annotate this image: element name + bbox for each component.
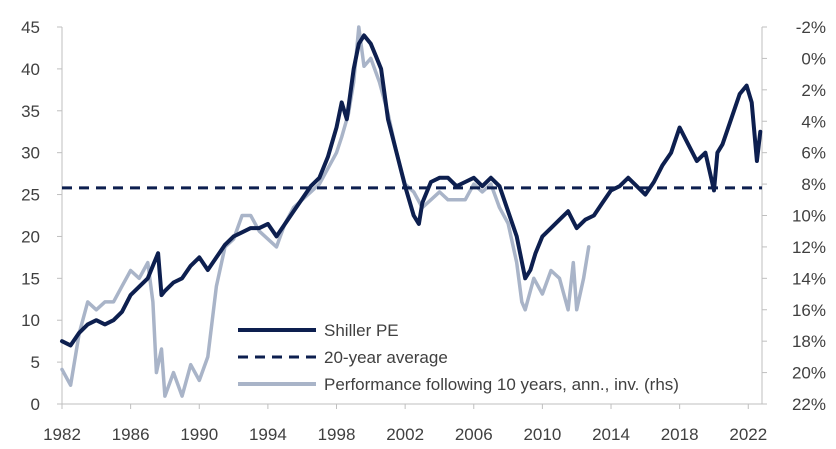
x-tick-label: 2014 [592,425,630,444]
y2-tick-label: -2% [796,18,826,37]
y-tick-label: 25 [21,186,40,205]
y-tick-label: 15 [21,269,40,288]
y2-tick-label: 6% [801,144,826,163]
legend-label: Shiller PE [324,321,399,340]
legend: Shiller PE 20-year average Performance fol… [238,321,679,394]
x-axis-ticks: 1982 1986 1990 1994 1998 2002 2006 2010 2014 2018… [43,404,767,444]
y-axis-right-ticks: -2% 0% 2% 4% 6% 8% 10% 12% 14% 16% 18% 20% 22% [762,18,826,414]
y2-tick-label: 16% [792,301,826,320]
x-tick-label: 1986 [112,425,150,444]
plot-area [60,25,763,398]
y2-tick-label: 14% [792,269,826,288]
y2-tick-label: 18% [792,332,826,351]
y2-tick-label: 12% [792,238,826,257]
y-tick-label: 10 [21,311,40,330]
y-tick-label: 35 [21,102,40,121]
x-tick-label: 2018 [661,425,699,444]
legend-label: Performance following 10 years, ann., in… [324,375,679,394]
series-line-performance-10y [60,25,591,398]
x-tick-label: 1994 [249,425,287,444]
x-tick-label: 1982 [43,425,81,444]
y2-tick-label: 8% [801,175,826,194]
y-tick-label: 45 [21,18,40,37]
series-line-shiller-pe [60,33,763,348]
y-tick-label: 20 [21,227,40,246]
x-tick-label: 2022 [729,425,767,444]
y2-tick-label: 10% [792,207,826,226]
legend-label: 20-year average [324,348,448,367]
x-tick-label: 2002 [386,425,424,444]
y2-tick-label: 0% [801,49,826,68]
x-tick-label: 2006 [455,425,493,444]
y2-tick-label: 2% [801,81,826,100]
x-tick-label: 1990 [180,425,218,444]
y2-tick-label: 4% [801,112,826,131]
x-tick-label: 2010 [523,425,561,444]
y-axis-left-ticks: 0 5 10 15 20 25 30 35 40 45 [21,18,62,414]
x-tick-label: 1998 [318,425,356,444]
y-tick-label: 30 [21,144,40,163]
y-tick-label: 40 [21,60,40,79]
y2-tick-label: 22% [792,395,826,414]
y2-tick-label: 20% [792,364,826,383]
y-tick-label: 0 [31,395,40,414]
y-tick-label: 5 [31,353,40,372]
